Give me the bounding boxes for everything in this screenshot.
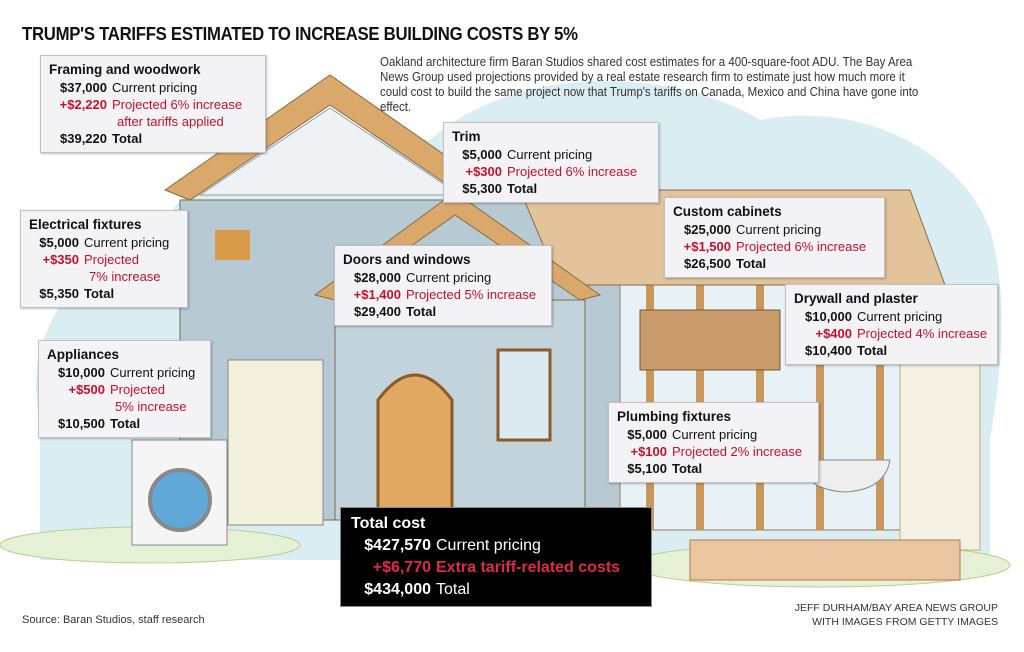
- lumber-stack: [689, 539, 961, 581]
- total-label: Total: [110, 416, 141, 431]
- increase-label: Extra tariff-related costs: [436, 559, 621, 576]
- total-amount: $39,220: [60, 131, 107, 146]
- total-label: Total: [84, 286, 115, 301]
- credit: JEFF DURHAM/BAY AREA NEWS GROUP WITH IMA…: [795, 601, 998, 629]
- callout-trim: Trim $5,000 Current pricing +$300 Projecte…: [443, 122, 659, 203]
- current-label: Current pricing: [436, 537, 541, 554]
- increase-label: Projected 6% increase: [736, 239, 867, 254]
- current-label: Current pricing: [84, 235, 170, 250]
- window: [496, 348, 552, 442]
- current-amount: $5,000: [627, 427, 667, 442]
- increase-label-2: 7% increase: [89, 269, 161, 284]
- current-label: Current pricing: [672, 427, 758, 442]
- increase-amount: +$500: [68, 382, 105, 397]
- cabinets: [639, 309, 781, 371]
- callout-drywall-plaster: Drywall and plaster $10,000 Current prici…: [785, 284, 998, 365]
- current-label: Current pricing: [736, 222, 822, 237]
- increase-amount: +$300: [465, 164, 502, 179]
- total-amount: $26,500: [684, 256, 731, 271]
- current-amount: $37,000: [60, 80, 107, 95]
- wall-lamp: [215, 230, 250, 260]
- increase-amount: +$400: [815, 326, 852, 341]
- credit-line: JEFF DURHAM/BAY AREA NEWS GROUP: [794, 602, 998, 614]
- callout-plumbing: Plumbing fixtures $5,000 Current pricing …: [608, 402, 819, 483]
- total-label: Total: [436, 581, 470, 598]
- total-label: Total: [857, 343, 888, 358]
- callout-framing: Framing and woodwork $37,000 Current pric…: [40, 55, 266, 153]
- current-label: Current pricing: [406, 270, 492, 285]
- increase-label: Projected 2% increase: [672, 444, 803, 459]
- increase-label: Projected 6% increase: [507, 164, 638, 179]
- increase-label: Projected: [84, 252, 139, 267]
- current-label: Current pricing: [110, 365, 196, 380]
- current-amount: $5,000: [39, 235, 79, 250]
- current-label: Current pricing: [112, 80, 198, 95]
- callout-title: Appliances: [47, 347, 120, 362]
- refrigerator: [227, 359, 324, 526]
- increase-label: Projected: [110, 382, 165, 397]
- increase-amount: +$1,500: [683, 239, 731, 254]
- increase-amount: +$100: [630, 444, 667, 459]
- callout-title: Custom cabinets: [673, 204, 782, 219]
- increase-label: Projected 4% increase: [857, 326, 988, 341]
- current-amount: $5,000: [462, 147, 502, 162]
- callout-custom-cabinets: Custom cabinets $25,000 Current pricing +…: [664, 197, 885, 278]
- callout-electrical: Electrical fixtures $5,000 Current pricin…: [20, 210, 188, 308]
- increase-amount: +$2,220: [59, 97, 107, 112]
- callout-appliances: Appliances $10,000 Current pricing +$500 P…: [38, 340, 211, 438]
- total-label: Total: [736, 256, 767, 271]
- total-amount: $5,300: [462, 181, 502, 196]
- drywall-sheet: [899, 359, 981, 551]
- front-door: [376, 373, 454, 517]
- increase-amount: +$350: [42, 252, 79, 267]
- total-label: Total: [507, 181, 538, 196]
- current-amount: $25,000: [684, 222, 731, 237]
- callout-title: Plumbing fixtures: [617, 409, 732, 424]
- callout-title: Trim: [452, 129, 481, 144]
- headline: TRUMP'S TARIFFS ESTIMATED TO INCREASE BU…: [22, 24, 578, 44]
- callout-title: Framing and woodwork: [49, 62, 201, 77]
- current-amount: $427,570: [364, 537, 431, 554]
- callout-title: Drywall and plaster: [794, 291, 918, 306]
- total-amount: $10,500: [58, 416, 105, 431]
- current-amount: $28,000: [354, 270, 401, 285]
- increase-label: Projected 6% increase: [112, 97, 243, 112]
- total-amount: $5,350: [39, 286, 79, 301]
- increase-amount: +$6,770: [372, 559, 431, 576]
- current-label: Current pricing: [857, 309, 943, 324]
- increase-label-2: 5% increase: [115, 399, 187, 414]
- total-amount: $5,100: [627, 461, 667, 476]
- total-amount: $434,000: [364, 581, 431, 598]
- credit-line: WITH IMAGES FROM GETTY IMAGES: [812, 616, 998, 628]
- total-label: Total: [112, 131, 143, 146]
- intro-text: Oakland architecture firm Baran Studios …: [380, 55, 919, 114]
- total-label: Total: [406, 304, 437, 319]
- current-amount: $10,000: [805, 309, 852, 324]
- callout-title: Electrical fixtures: [29, 217, 142, 232]
- total-title: Total cost: [351, 515, 426, 532]
- current-label: Current pricing: [507, 147, 593, 162]
- callout-title: Doors and windows: [343, 252, 471, 267]
- increase-label: Projected 5% increase: [406, 287, 537, 302]
- current-amount: $10,000: [58, 365, 105, 380]
- increase-label-2: after tariffs applied: [117, 114, 224, 129]
- source-note: Source: Baran Studios, staff research: [22, 614, 205, 626]
- increase-amount: +$1,400: [353, 287, 401, 302]
- total-amount: $10,400: [805, 343, 852, 358]
- callout-doors-windows: Doors and windows $28,000 Current pricing…: [334, 245, 552, 326]
- total-cost-box: Total cost $427,570 Current pricing +$6,7…: [340, 507, 652, 607]
- total-amount: $29,400: [354, 304, 401, 319]
- total-label: Total: [672, 461, 703, 476]
